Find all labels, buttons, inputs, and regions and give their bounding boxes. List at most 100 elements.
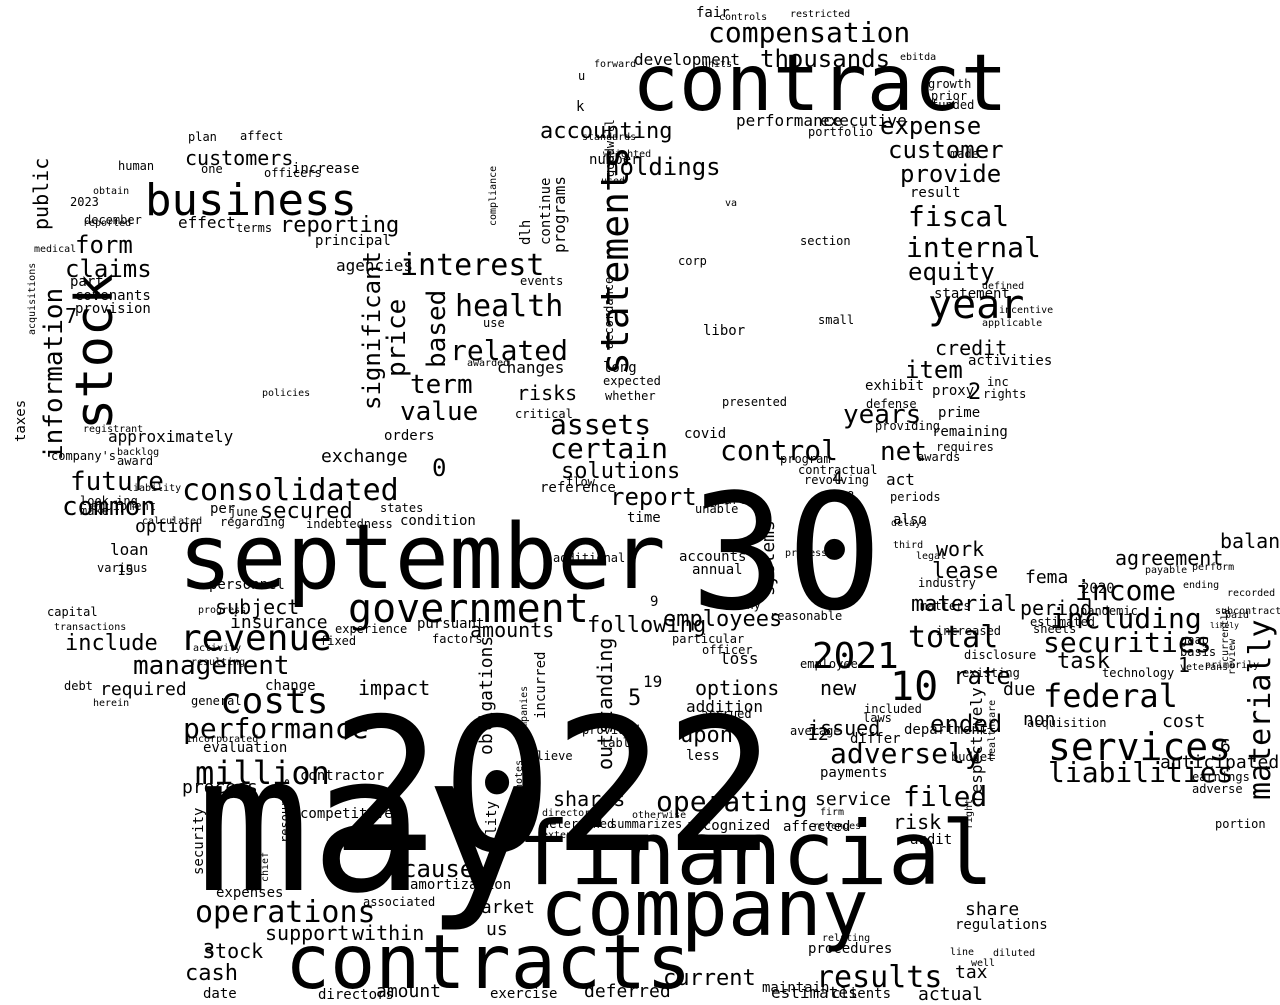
cloud-word: maintain <box>762 980 829 996</box>
cloud-word: secured <box>260 499 353 524</box>
cloud-word: audit <box>910 832 952 848</box>
cloud-word: rights <box>983 387 1026 401</box>
cloud-word: period <box>1020 596 1092 620</box>
cloud-word: addition <box>686 697 763 716</box>
cloud-word: effect <box>178 213 236 232</box>
cloud-word: employee <box>800 657 858 671</box>
cloud-word: government <box>348 586 589 632</box>
cloud-word: liabilities <box>1048 756 1233 789</box>
cloud-word: upon <box>680 723 733 748</box>
cloud-word: subcontractor <box>1215 606 1280 617</box>
cloud-word: financial <box>517 802 994 905</box>
cloud-word: providing <box>875 419 940 433</box>
cloud-word: look ing <box>80 494 138 508</box>
cloud-word: ability <box>484 801 500 860</box>
cloud-word: principal <box>315 233 391 249</box>
cloud-word: disclosure <box>964 648 1036 662</box>
cloud-word: incurred <box>533 652 549 719</box>
cloud-word: loss <box>720 649 759 668</box>
cloud-word: periods <box>890 490 941 504</box>
cloud-word: within <box>352 921 424 945</box>
cloud-word: including <box>1050 602 1202 635</box>
cloud-word: million <box>195 754 330 792</box>
cloud-word: line <box>950 947 974 958</box>
cloud-word: 0 <box>432 454 446 482</box>
cloud-word: increase <box>292 161 359 177</box>
cloud-word: time <box>627 510 661 526</box>
cloud-word: amounts <box>470 618 554 642</box>
cloud-word: human <box>118 159 154 173</box>
cloud-word: covenants <box>75 288 151 304</box>
cloud-word: common <box>62 492 156 522</box>
cloud-word: provide <box>900 160 1001 188</box>
cloud-word: primarily <box>1205 660 1259 671</box>
cloud-word: plan <box>188 130 217 144</box>
cloud-word: liability <box>127 483 181 494</box>
cloud-word: standards <box>582 132 636 143</box>
cloud-word: performance <box>736 111 842 130</box>
cloud-word: material <box>911 592 1017 617</box>
cloud-word: respectively <box>967 687 986 803</box>
cloud-word: presented <box>722 395 787 409</box>
cloud-word: accounts <box>679 549 746 565</box>
cloud-word: operations <box>195 895 376 930</box>
cloud-word: solutions <box>561 459 680 484</box>
cloud-word: subject <box>215 595 299 619</box>
cloud-word: obligations <box>476 636 497 755</box>
cloud-word: orders <box>384 428 435 444</box>
cloud-word: term <box>410 370 473 400</box>
cloud-word: included <box>864 702 922 716</box>
cloud-word: k <box>576 99 585 115</box>
cloud-word: differ <box>850 731 901 747</box>
cloud-word: fixed <box>320 634 356 648</box>
cloud-word: assets <box>550 408 651 441</box>
cloud-word: debt <box>64 679 93 693</box>
cloud-word: report <box>610 483 697 511</box>
cloud-word: filed <box>903 780 987 813</box>
cloud-word: work <box>936 537 984 561</box>
cloud-word: employees <box>663 607 782 632</box>
cloud-word: company <box>540 864 869 954</box>
cloud-word: customer <box>888 136 1004 164</box>
cloud-word: resulting <box>191 657 245 668</box>
cloud-word: company's <box>51 449 116 463</box>
cloud-word: evaluation <box>203 740 287 756</box>
cloud-word: position <box>398 812 409 860</box>
cloud-word: market <box>470 897 535 918</box>
cloud-word: 6 <box>1220 736 1231 757</box>
cloud-word: companies <box>519 686 530 740</box>
cloud-word: per <box>210 501 235 517</box>
cloud-word: public <box>29 158 53 230</box>
cloud-word: part <box>70 274 104 290</box>
cloud-word: clients <box>832 986 891 1002</box>
cloud-word: compensation <box>708 16 910 49</box>
cloud-word: net <box>880 437 927 467</box>
cloud-word: number <box>589 152 640 168</box>
cloud-word: loan <box>110 540 149 559</box>
cloud-word: right <box>964 799 975 829</box>
cloud-word: reported <box>83 218 131 229</box>
cloud-word: risk <box>893 810 941 834</box>
cloud-word: task <box>1057 649 1110 674</box>
cloud-word: earnings <box>1192 770 1250 784</box>
cloud-word: many <box>732 598 761 612</box>
cloud-word: director <box>542 808 590 819</box>
cloud-word: date <box>203 986 237 1002</box>
cloud-word: less <box>686 748 720 764</box>
cloud-word: one <box>201 162 223 176</box>
cloud-word: terms <box>236 221 272 235</box>
cloud-word: current <box>663 966 756 991</box>
cloud-word: control <box>720 434 838 467</box>
cloud-word: stock <box>203 939 263 963</box>
cloud-word: option <box>135 516 200 537</box>
cloud-word: process <box>182 777 258 798</box>
cloud-word: requires <box>936 440 994 454</box>
cloud-word: inc <box>987 375 1009 389</box>
cloud-word: 9 <box>650 594 658 610</box>
cloud-word: statements <box>593 146 637 375</box>
cloud-word: total <box>908 620 998 655</box>
cloud-word: policies <box>262 388 310 399</box>
cloud-word: non <box>1023 709 1056 730</box>
cloud-word: progress <box>198 605 246 616</box>
cloud-word: lease <box>932 559 998 584</box>
